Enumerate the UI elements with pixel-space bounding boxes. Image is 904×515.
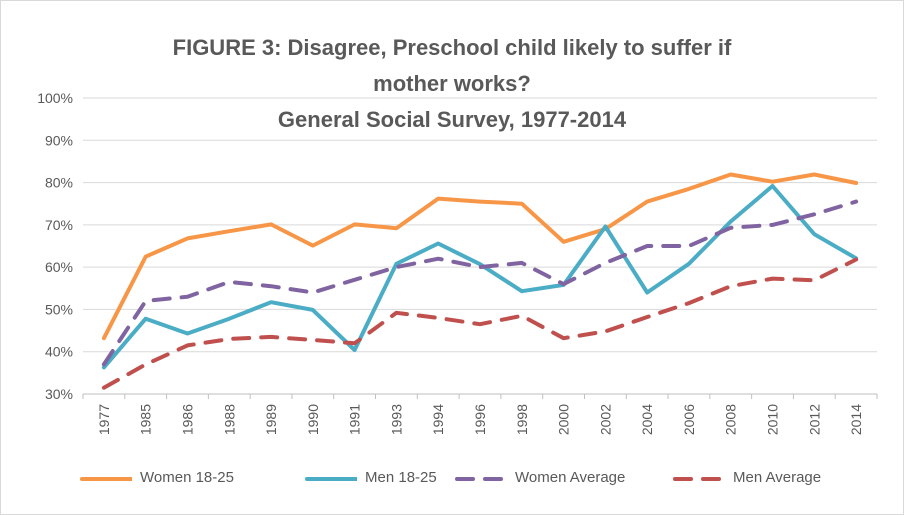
x-tick-label: 2014: [848, 404, 864, 435]
legend-swatch: [455, 476, 507, 481]
legend-item: Men 18-25: [305, 469, 437, 486]
legend-label: Women 18-25: [140, 469, 234, 486]
y-tick-label: 30%: [45, 386, 73, 402]
x-tick-label: 1989: [263, 404, 279, 435]
x-tick-label: 1994: [430, 404, 446, 435]
x-tick-label: 1977: [96, 404, 112, 435]
legend-item: Women Average: [455, 469, 625, 486]
chart-title-line-1: FIGURE 3: Disagree, Preschool child like…: [172, 35, 732, 60]
x-tick-label: 1990: [305, 404, 321, 435]
y-tick-label: 50%: [45, 301, 73, 317]
y-tick-label: 60%: [45, 259, 73, 275]
series-line-women-18-25: [101, 172, 859, 341]
x-tick-label: 2004: [639, 404, 655, 435]
legend-item: Women 18-25: [80, 469, 234, 486]
x-tick-label: 1988: [221, 404, 237, 435]
y-tick-label: 80%: [45, 175, 73, 191]
series-line-men-average: [101, 257, 859, 390]
x-tick-label: 1998: [514, 404, 530, 435]
series-line-women-average: [101, 199, 859, 367]
x-tick-label: 2002: [597, 404, 613, 435]
legend-swatch: [80, 476, 132, 481]
x-tick-label: 2012: [806, 404, 822, 435]
chart-title-line-2: mother works?: [373, 71, 531, 96]
legend-swatch: [305, 476, 357, 481]
y-tick-label: 90%: [45, 132, 73, 148]
legend-label: Women Average: [515, 469, 626, 486]
x-tick-label: 2010: [765, 404, 781, 435]
legend-label: Men Average: [733, 469, 822, 486]
legend-swatch: [673, 476, 725, 481]
x-tick-label: 1996: [472, 404, 488, 435]
series-line-men-18-25: [101, 184, 859, 370]
chart-title-line-3: General Social Survey, 1977-2014: [277, 107, 627, 132]
chart-title: FIGURE 3: Disagree, Preschool child like…: [0, 30, 904, 138]
x-tick-label: 2006: [681, 404, 697, 435]
x-tick-label: 1991: [347, 404, 363, 435]
chart-legend: Women 18-25 Men 18-25 Women Average Men Ave…: [0, 465, 904, 495]
legend-item: Men Average: [673, 469, 821, 486]
y-tick-label: 100%: [37, 90, 73, 106]
x-tick-label: 1993: [388, 404, 404, 435]
x-tick-label: 2000: [556, 404, 572, 435]
x-tick-label: 1986: [179, 404, 195, 435]
x-tick-label: 2008: [723, 404, 739, 435]
x-tick-label: 1985: [138, 404, 154, 435]
legend-label: Men 18-25: [365, 469, 437, 486]
y-tick-label: 40%: [45, 344, 73, 360]
y-tick-label: 70%: [45, 217, 73, 233]
